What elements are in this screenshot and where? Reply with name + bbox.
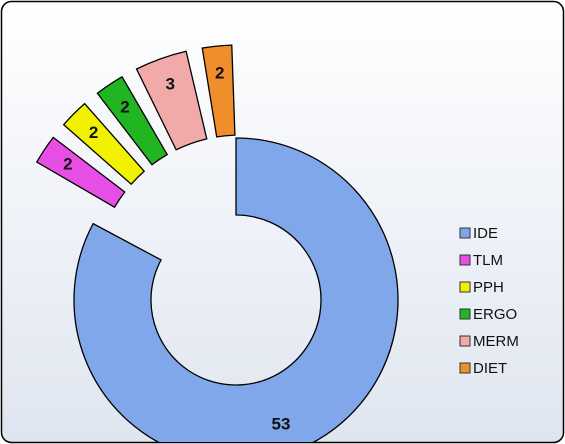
data-label: 2 xyxy=(215,63,224,82)
legend-swatch xyxy=(459,308,471,320)
legend-swatch xyxy=(459,227,471,239)
legend-label: DIET xyxy=(473,360,507,377)
legend-label: PPH xyxy=(473,279,504,296)
legend-swatch xyxy=(459,281,471,293)
donut-slice xyxy=(35,136,126,209)
legend-swatch xyxy=(459,362,471,374)
data-label: 3 xyxy=(166,75,175,94)
donut-slice xyxy=(62,102,146,186)
legend-label: ERGO xyxy=(473,306,517,323)
donut-slice xyxy=(73,137,399,442)
donut-slice xyxy=(96,75,169,166)
donut-slice xyxy=(201,44,236,138)
data-label: 2 xyxy=(63,154,72,173)
legend: IDE TLM PPH ERGO MERM DIET xyxy=(459,225,519,377)
data-label: 2 xyxy=(89,123,98,142)
donut-slice xyxy=(135,50,208,151)
legend-label: TLM xyxy=(473,252,503,269)
data-label: 2 xyxy=(120,97,129,116)
legend-label: IDE xyxy=(473,225,498,242)
data-label: 53 xyxy=(272,414,291,433)
legend-swatch xyxy=(459,254,471,266)
legend-label: MERM xyxy=(473,333,519,350)
legend-swatch xyxy=(459,335,471,347)
